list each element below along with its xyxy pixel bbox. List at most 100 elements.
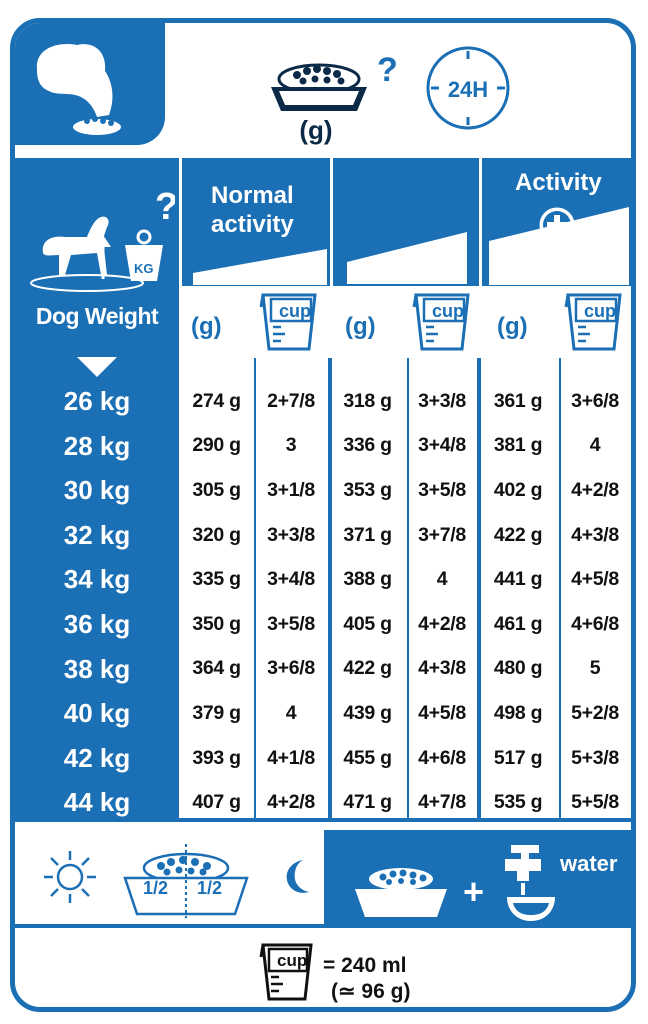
- table-row: 305 g 3+1/8 353 g 3+5/8 402 g 4+2/8: [179, 468, 631, 513]
- grams-cell: 274 g: [192, 389, 241, 412]
- food-bowl-icon: ?: [271, 51, 397, 111]
- grams-cell: 402 g: [493, 478, 543, 501]
- water-tap-icon: [505, 845, 555, 921]
- dog-weight-cell: 42 kg: [63, 742, 131, 773]
- grams-cell: 364 g: [192, 657, 241, 680]
- dog-weight-cell: 34 kg: [63, 564, 131, 595]
- moon-icon: [286, 860, 309, 893]
- sun-icon: [44, 851, 96, 903]
- table-row: 379 g 4 439 g 4+5/8 498 g 5+2/8: [179, 691, 631, 736]
- feeding-table: 274 g 2+7/8 318 g 3+3/8 361 g 3+6/8 290 g 3 336 …: [179, 379, 631, 825]
- half-portion-evening: 1/2: [197, 878, 223, 898]
- plus-icon: +: [463, 871, 485, 912]
- cups-cell: 4+2/8: [571, 478, 619, 501]
- table-row: 320 g 3+3/8 371 g 3+7/8 422 g 4+3/8: [179, 513, 631, 558]
- cups-cell: 3+1/8: [267, 478, 315, 501]
- cup-volume: = 240 ml: [323, 954, 407, 977]
- water-label: water: [560, 851, 618, 876]
- cups-cell: 4+5/8: [571, 568, 619, 591]
- table-row: 335 g 3+4/8 388 g 4 441 g 4+5/8: [179, 557, 631, 602]
- cups-cell: 4+7/8: [418, 791, 466, 814]
- grams-cell: 471 g: [343, 791, 392, 814]
- table-row: 364 g 3+6/8 422 g 4+3/8 480 g 5: [179, 647, 631, 692]
- grams-cell: 335 g: [192, 568, 241, 591]
- cups-cell: 4: [589, 434, 601, 457]
- section-border: [15, 818, 631, 830]
- half-portion-morning: 1/2: [143, 878, 169, 898]
- weight-column: [15, 358, 179, 818]
- column-divider: [179, 158, 182, 358]
- dog-weight-cell: 36 kg: [63, 608, 131, 639]
- grid-line: [559, 358, 561, 818]
- dog-weight-cell: 26 kg: [63, 386, 131, 416]
- grams-cell: 461 g: [493, 612, 543, 635]
- table-row: 407 g 4+2/8 471 g 4+7/8 535 g 5+5/8: [179, 780, 631, 825]
- two-meals-panel: 1/2 1/2: [15, 830, 327, 924]
- cups-cell: 3+3/8: [267, 523, 315, 546]
- dog-head-panel: [15, 23, 165, 145]
- cup-label: cup: [277, 951, 308, 970]
- unit-header-row: [182, 286, 631, 358]
- cups-cell: 3+3/8: [418, 389, 466, 412]
- cups-cell: 5: [589, 657, 601, 680]
- cups-cell: 4+2/8: [418, 612, 466, 635]
- clock-24h-icon: [426, 46, 510, 130]
- dog-head-icon: [36, 44, 121, 135]
- cups-cell: 4+3/8: [418, 657, 466, 680]
- clock-24h-label: 24H: [447, 77, 489, 102]
- cups-cell: 5+2/8: [571, 701, 619, 724]
- cups-cell: 2+7/8: [267, 389, 315, 412]
- grams-cell: 441 g: [493, 568, 543, 591]
- dog-weight-cell: 30 kg: [63, 475, 131, 506]
- grams-cell: 305 g: [192, 478, 241, 501]
- col-active-g-header: (g): [497, 313, 528, 340]
- activity-label: Activity: [515, 169, 602, 196]
- table-row: 350 g 3+5/8 405 g 4+2/8 461 g 4+6/8: [179, 602, 631, 647]
- cup-equivalence: = 240 ml (≃ 96 g): [323, 953, 410, 1005]
- grid-line: [328, 358, 332, 818]
- grams-cell: 393 g: [192, 746, 241, 769]
- ramp-low: [193, 249, 327, 285]
- cups-cell: 4+1/8: [267, 746, 315, 769]
- cups-cell: 3+4/8: [418, 434, 466, 457]
- cup-weight: (≃ 96 g): [331, 980, 411, 1003]
- cups-cell: 3+6/8: [571, 389, 619, 412]
- dog-weight-label: Dog Weight: [35, 303, 159, 329]
- grams-cell: 361 g: [493, 389, 543, 412]
- cup-label: cup: [279, 301, 312, 321]
- grams-cell: 381 g: [493, 434, 543, 457]
- grams-cell: 422 g: [493, 523, 543, 546]
- cups-cell: 4+6/8: [418, 746, 466, 769]
- grams-cell: 407 g: [192, 791, 241, 814]
- grid-line: [254, 358, 256, 818]
- dog-weight-cell: 38 kg: [63, 653, 131, 684]
- cup-label: cup: [432, 301, 465, 321]
- cups-cell: 3+4/8: [267, 568, 315, 591]
- dog-weight-cell: 28 kg: [63, 430, 131, 461]
- cups-cell: 4+6/8: [571, 612, 619, 635]
- cups-cell: 3: [285, 434, 297, 457]
- measuring-cup-icon: [412, 289, 472, 358]
- question-mark-icon: ?: [155, 186, 175, 228]
- grams-cell: 371 g: [343, 523, 392, 546]
- grid-line: [477, 358, 481, 818]
- col-medium-g-header: (g): [345, 313, 376, 340]
- cups-cell: 3+7/8: [418, 523, 466, 546]
- grams-cell: 480 g: [493, 657, 543, 680]
- pointer-arrow-icon: [77, 357, 117, 377]
- feeding-guide-card: ? (g) 24H KG ? Normal activity Activity: [10, 18, 636, 1012]
- grams-cell: 405 g: [343, 612, 392, 635]
- table-row: 290 g 3 336 g 3+4/8 381 g 4: [179, 424, 631, 469]
- ramp-high: [489, 207, 629, 285]
- ramp-medium: [347, 232, 467, 284]
- table-row: 274 g 2+7/8 318 g 3+3/8 361 g 3+6/8: [179, 379, 631, 424]
- weight-list: 26 kg 28 kg 30 kg 32 kg 34 kg 36 kg 38 kg 40 kg…: [15, 379, 179, 825]
- column-divider: [479, 158, 482, 358]
- grams-cell: 353 g: [343, 478, 392, 501]
- dog-weight-cell: 32 kg: [63, 519, 131, 550]
- grams-cell: 320 g: [192, 523, 241, 546]
- svg-text:KG: KG: [134, 261, 154, 276]
- cups-cell: 4: [436, 568, 448, 591]
- normal-activity-label: Normal activity: [211, 182, 294, 238]
- question-mark-icon: ?: [377, 51, 397, 89]
